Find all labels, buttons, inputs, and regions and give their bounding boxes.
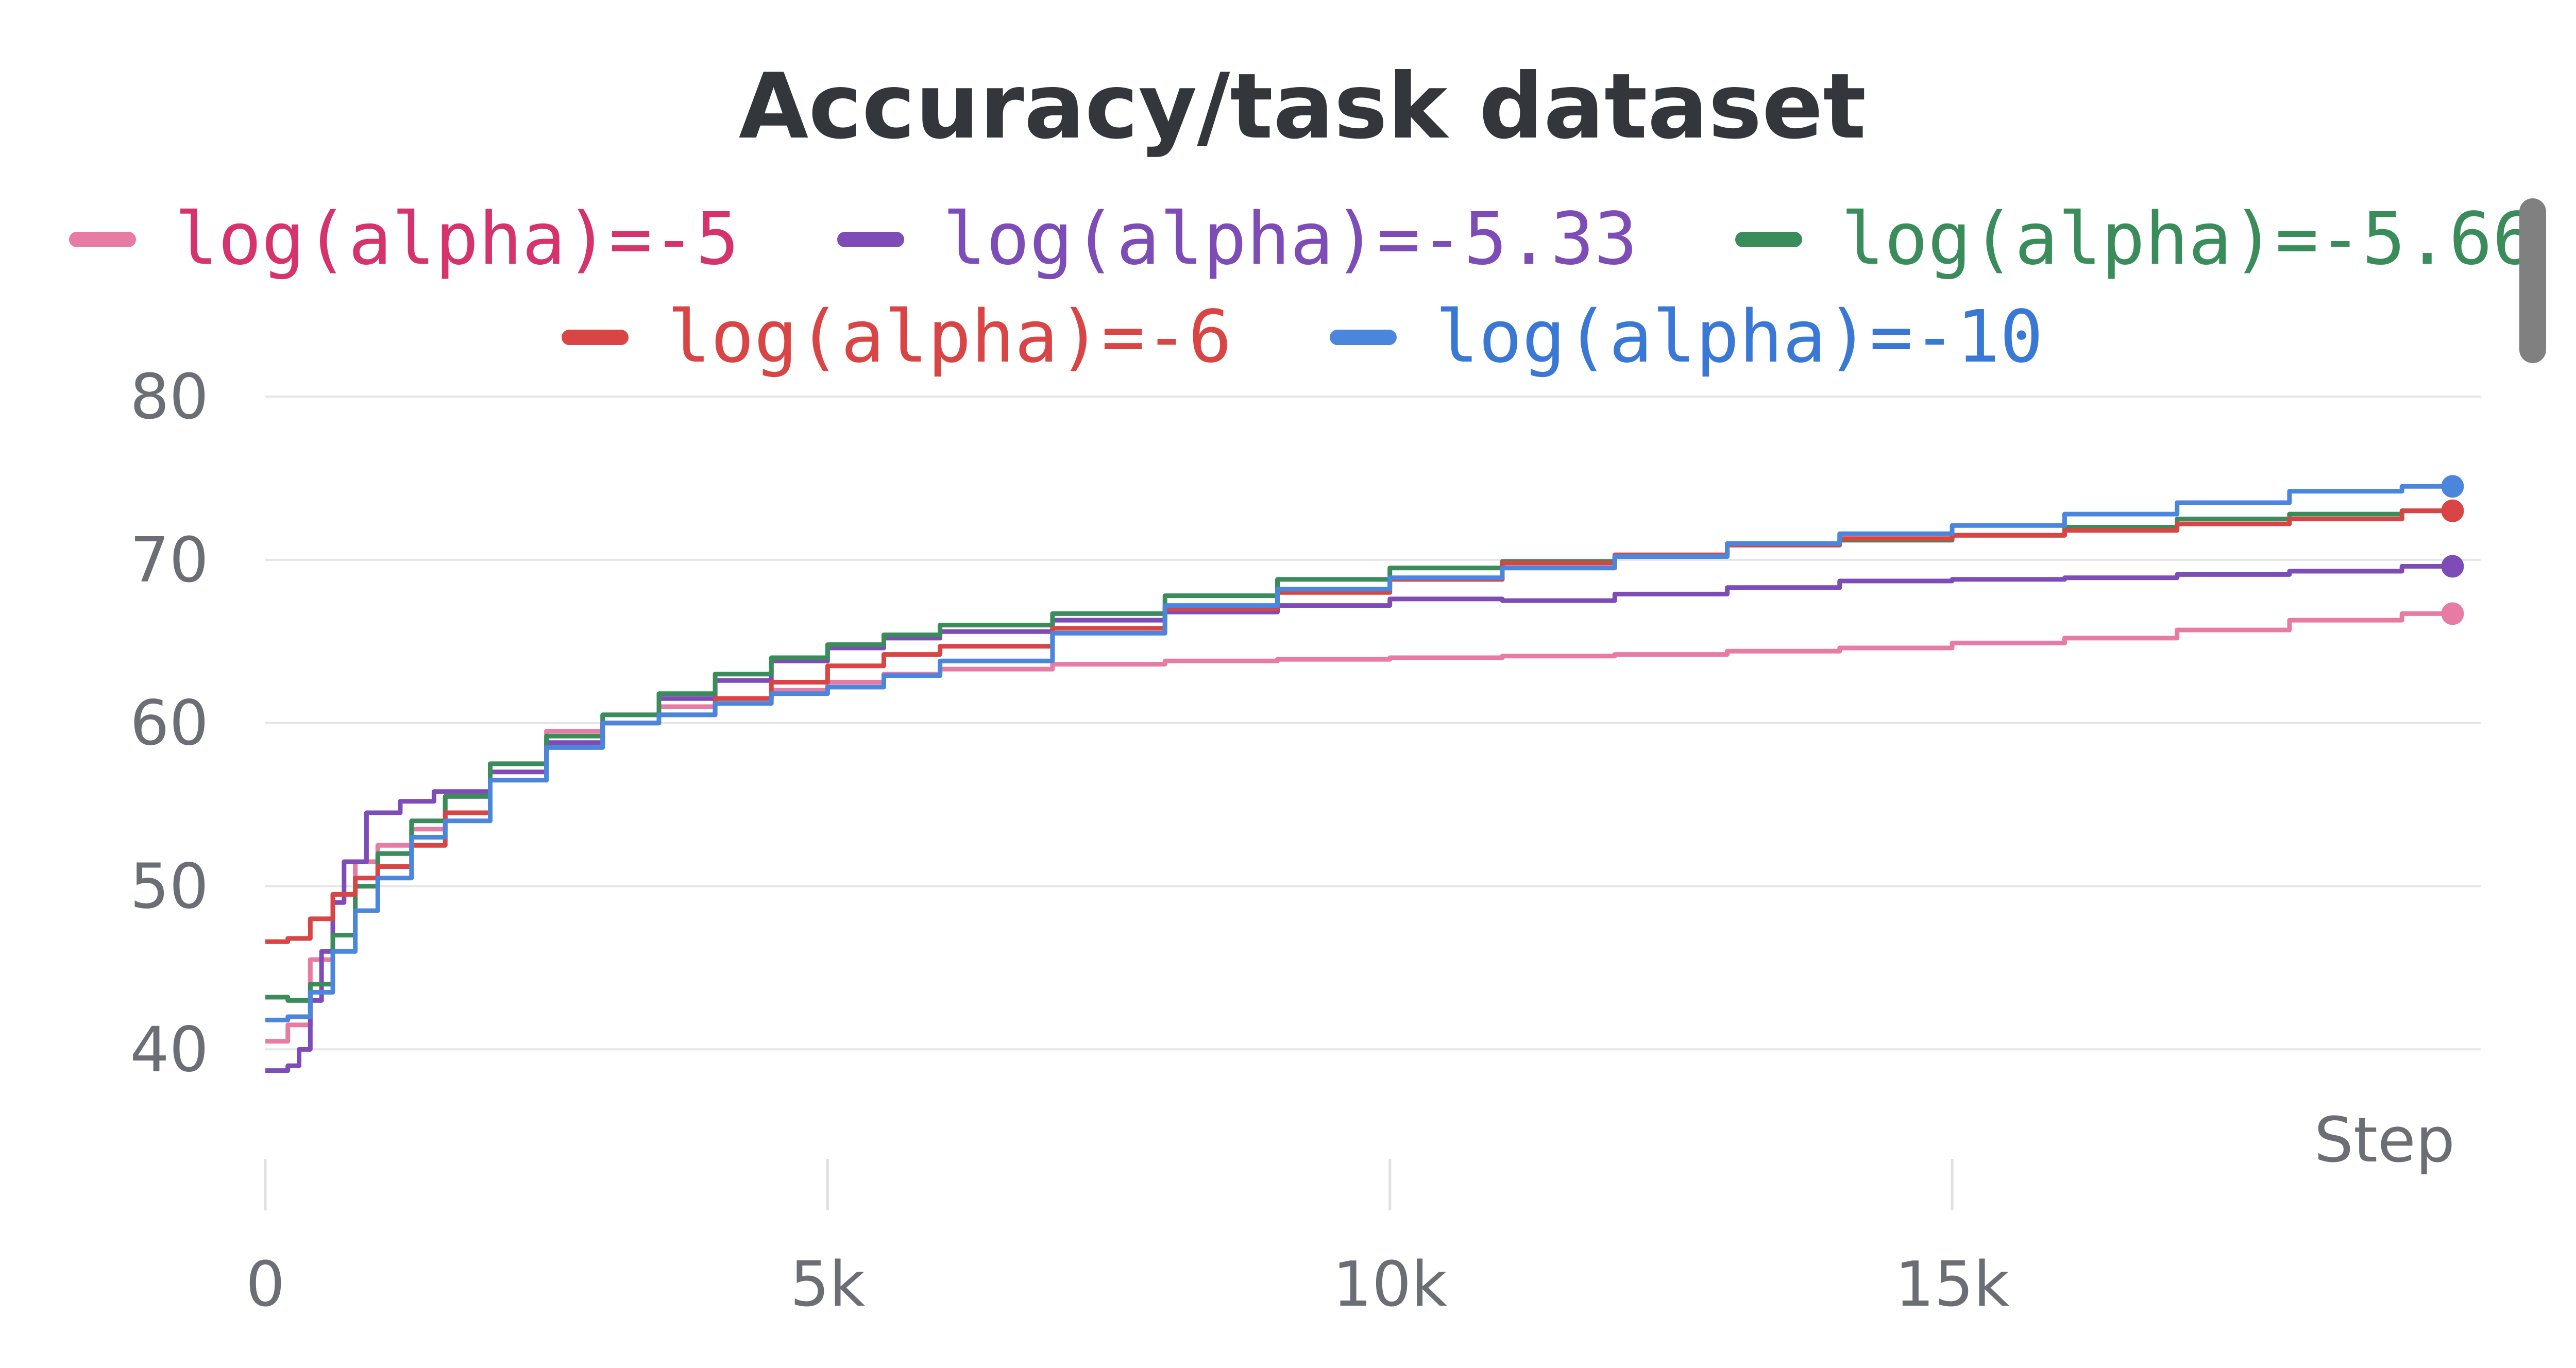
axes: Step 40 50 60 70 80 0 5k 10k 15k	[130, 362, 2455, 1321]
x-tick-label: 10k	[1333, 1249, 1448, 1321]
x-tick-label: 0	[246, 1249, 285, 1321]
legend-item-alpha-5[interactable]: log(alpha)=-5	[69, 203, 739, 276]
grid-lines	[265, 396, 2481, 1051]
legend-swatch	[1735, 232, 1803, 247]
legend-swatch	[562, 330, 629, 345]
end-marker-3	[2441, 499, 2464, 522]
x-tick-label: 15k	[1895, 1249, 2010, 1321]
legend-item-alpha-5-33[interactable]: log(alpha)=-5.33	[837, 197, 1638, 281]
legend-label: log(alpha)=-5	[175, 197, 739, 281]
legend-label: log(alpha)=-6	[667, 295, 1232, 379]
end-marker-4	[2441, 475, 2464, 498]
series-lines	[265, 484, 2453, 1073]
series-line-2	[265, 508, 2453, 1003]
series-line-1	[265, 564, 2453, 1073]
legend-row-1: log(alpha)=-5 log(alpha)=-5.33 log(alpha…	[0, 203, 2576, 276]
legend-label: log(alpha)=-5.33	[942, 197, 1638, 281]
legend-item-alpha-5-66[interactable]: log(alpha)=-5.66	[1735, 203, 2536, 276]
y-tick-label: 40	[130, 1014, 209, 1086]
legend-label: log(alpha)=-10	[1435, 295, 2043, 379]
legend-swatch	[69, 232, 137, 247]
y-tick-label: 50	[130, 851, 209, 923]
x-axis-label: Step	[2314, 1105, 2455, 1176]
y-tick-label: 60	[130, 688, 209, 760]
legend-label: log(alpha)=-5.66	[1841, 197, 2536, 281]
legend-swatch	[837, 232, 904, 247]
series-line-4	[265, 484, 2453, 1022]
end-marker-1	[2441, 555, 2464, 578]
end-marker-0	[2441, 602, 2464, 625]
legend-scrollbar[interactable]	[2519, 198, 2546, 363]
series-line-3	[265, 508, 2453, 944]
y-tick-label: 70	[130, 525, 209, 596]
y-tick-label: 80	[130, 362, 209, 433]
legend-row-2: log(alpha)=-6 log(alpha)=-10	[0, 301, 2576, 373]
chart-title: Accuracy/task dataset	[738, 55, 1867, 159]
legend-item-alpha-6[interactable]: log(alpha)=-6	[562, 301, 1232, 373]
legend-swatch	[1329, 330, 1397, 345]
legend-item-alpha-10[interactable]: log(alpha)=-10	[1329, 295, 2043, 379]
series-line-0	[265, 611, 2453, 1044]
x-tick-label: 5k	[790, 1249, 865, 1321]
end-markers	[2441, 475, 2464, 625]
